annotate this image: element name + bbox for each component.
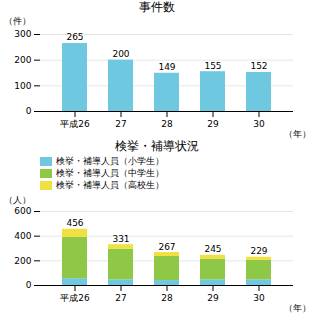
svg-text:28: 28 xyxy=(161,293,173,303)
svg-text:（年）: （年） xyxy=(284,129,311,139)
svg-text:331: 331 xyxy=(112,234,129,244)
svg-text:600: 600 xyxy=(14,206,31,216)
svg-text:（件）: （件） xyxy=(4,16,31,26)
svg-text:265: 265 xyxy=(66,32,83,42)
html-text:検挙・補導人員（小学生）: 検挙・補導人員（小学生） xyxy=(56,156,164,166)
svg-text:100: 100 xyxy=(14,81,31,91)
svg-text:155: 155 xyxy=(204,61,221,71)
html-text:事件数: 事件数 xyxy=(138,0,175,14)
svg-text:149: 149 xyxy=(158,62,175,72)
svg-text:300: 300 xyxy=(14,29,31,39)
svg-text:平成26: 平成26 xyxy=(60,293,90,303)
svg-text:30: 30 xyxy=(253,119,265,129)
svg-text:（年）: （年） xyxy=(284,303,311,313)
html-text:検挙・補導状況: 検挙・補導状況 xyxy=(114,139,199,153)
svg-text:27: 27 xyxy=(115,293,126,303)
svg-text:29: 29 xyxy=(207,293,219,303)
svg-text:（人）: （人） xyxy=(4,195,31,205)
svg-text:267: 267 xyxy=(158,242,175,252)
svg-text:152: 152 xyxy=(250,61,267,71)
html-text:検挙・補導人員（中学生）: 検挙・補導人員（中学生） xyxy=(56,168,164,178)
html-text:検挙・補導人員（高校生）: 検挙・補導人員（高校生） xyxy=(56,180,164,190)
svg-text:28: 28 xyxy=(161,119,173,129)
svg-text:456: 456 xyxy=(66,218,83,228)
svg-text:200: 200 xyxy=(14,55,31,65)
svg-text:0: 0 xyxy=(26,280,32,290)
svg-text:200: 200 xyxy=(14,256,31,266)
svg-text:27: 27 xyxy=(115,119,126,129)
svg-text:400: 400 xyxy=(14,231,31,241)
svg-text:30: 30 xyxy=(253,293,265,303)
svg-text:229: 229 xyxy=(250,246,267,256)
svg-text:平成26: 平成26 xyxy=(60,119,90,129)
svg-text:245: 245 xyxy=(204,244,221,254)
svg-text:29: 29 xyxy=(207,119,219,129)
svg-text:200: 200 xyxy=(112,49,129,59)
svg-text:0: 0 xyxy=(26,106,32,116)
